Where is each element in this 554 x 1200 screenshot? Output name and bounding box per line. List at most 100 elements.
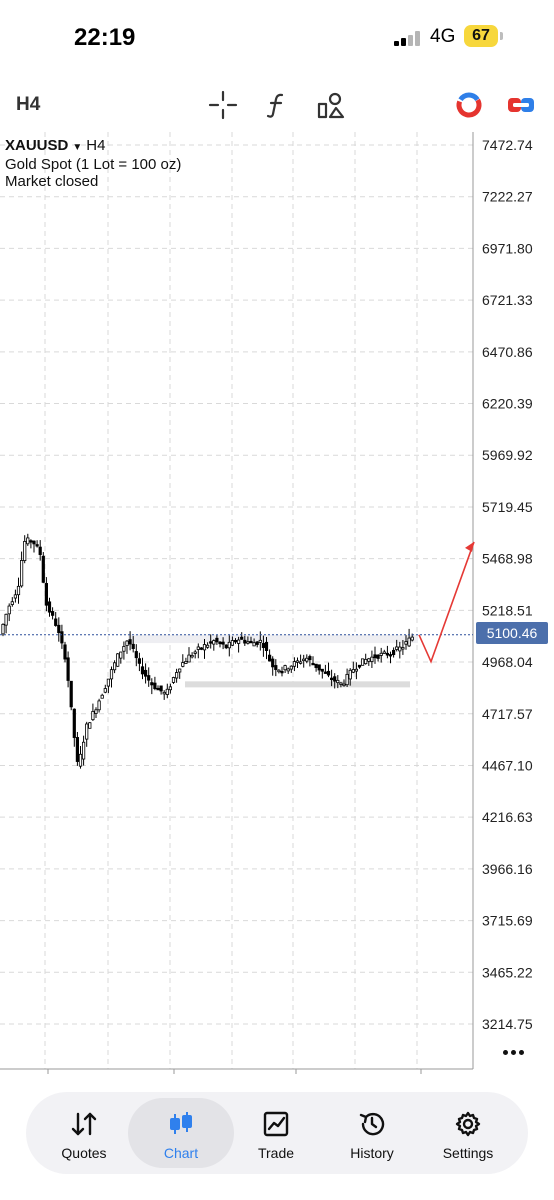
- symbol-dropdown-icon[interactable]: ▼: [72, 142, 83, 153]
- current-price-badge: 5100.46: [476, 622, 548, 644]
- one-click-trading-icon[interactable]: [506, 90, 536, 120]
- candle-body: [271, 658, 275, 668]
- candle-body: [329, 677, 334, 681]
- candle-body: [181, 662, 185, 667]
- timeframe-button[interactable]: H4: [16, 94, 41, 115]
- tab-trade-label: Trade: [257, 1145, 295, 1161]
- candle-body: [187, 654, 191, 663]
- candle-body: [4, 613, 8, 626]
- symbol-timeframe: H4: [86, 137, 106, 154]
- drawing-tools-icon[interactable]: [316, 90, 346, 120]
- candle-body: [373, 654, 377, 659]
- candle-body: [342, 683, 346, 687]
- tab-chart[interactable]: Chart: [128, 1098, 234, 1168]
- price-axis-label: 6220.39: [482, 396, 533, 412]
- candle-body: [162, 691, 166, 695]
- candle-body: [367, 658, 371, 662]
- candle-body: [227, 641, 231, 649]
- price-chart[interactable]: 7472.74 7222.27 6971.80 6721.33 6470.86 6220.…: [0, 132, 554, 1077]
- crosshair-icon[interactable]: [208, 90, 238, 120]
- candle-body: [85, 723, 89, 740]
- projection-arrowhead: [465, 541, 474, 552]
- tab-quotes[interactable]: Quotes: [34, 1098, 134, 1168]
- candle-body: [320, 668, 324, 672]
- candle-body: [137, 658, 141, 664]
- tab-settings[interactable]: Settings: [418, 1098, 518, 1168]
- candle-body: [221, 641, 225, 645]
- candle-body: [376, 654, 380, 659]
- candle-body: [357, 664, 362, 668]
- candle-body: [246, 641, 250, 644]
- candle-body: [97, 700, 101, 711]
- candle-body: [199, 647, 203, 650]
- candle-body: [295, 660, 300, 663]
- candle-body: [29, 540, 33, 543]
- tab-trade[interactable]: Trade: [226, 1098, 326, 1168]
- candle-body: [38, 546, 42, 555]
- candle-body: [122, 646, 126, 652]
- tab-chart-label: Chart: [163, 1145, 199, 1161]
- chart-sync-icon[interactable]: [454, 90, 484, 120]
- candle-body: [156, 687, 160, 691]
- price-axis-label: 3966.16: [482, 861, 533, 877]
- candle-body: [178, 668, 182, 673]
- candle-body: [286, 668, 290, 672]
- resistance-zone: [128, 634, 418, 644]
- candle-body: [103, 688, 107, 693]
- candle-body: [326, 670, 331, 676]
- candle-body: [348, 669, 352, 680]
- price-axis-label: 4467.10: [482, 757, 533, 773]
- candle-body: [243, 639, 247, 644]
- price-axis-label: 4717.57: [482, 706, 533, 722]
- candlestick-chart[interactable]: 7472.74 7222.27 6971.80 6721.33 6470.86 6220.…: [0, 132, 554, 1077]
- candle-body: [32, 540, 36, 545]
- candle-body: [302, 658, 306, 662]
- symbol-name[interactable]: XAUUSD: [5, 137, 69, 154]
- candle-body: [113, 662, 117, 671]
- candle-body: [202, 644, 207, 651]
- candle-body: [153, 682, 157, 690]
- candle-body: [1, 623, 5, 635]
- chart-toolbar: H4: [0, 80, 554, 128]
- candle-body: [88, 722, 92, 729]
- candle-body: [165, 688, 169, 695]
- status-time: 22:19: [74, 24, 136, 51]
- tab-history-label: History: [350, 1145, 394, 1161]
- candle-body: [91, 711, 95, 721]
- candle-body: [314, 663, 318, 668]
- candle-body: [364, 658, 368, 665]
- gear-icon: [454, 1110, 482, 1138]
- candle-body: [10, 601, 14, 605]
- time-axis-label: 20 Feb 20:00: [423, 1076, 506, 1077]
- candle-body: [404, 641, 408, 645]
- candle-body: [277, 669, 281, 673]
- candle-body: [215, 637, 219, 643]
- candle-body: [336, 679, 340, 684]
- signal-icon: [394, 30, 422, 46]
- candle-body: [51, 611, 55, 616]
- candle-body: [23, 541, 27, 561]
- candle-body: [54, 618, 58, 626]
- candle-body: [218, 641, 222, 645]
- price-axis-label: 6470.86: [482, 344, 533, 360]
- price-axis-label: 7472.74: [482, 137, 533, 153]
- network-label: 4G: [430, 26, 456, 47]
- function-icon[interactable]: [262, 90, 292, 120]
- candle-body: [370, 656, 374, 662]
- candle-body: [209, 641, 213, 644]
- candle-body: [19, 560, 24, 587]
- symbol-info: XAUUSD ▼ H4 Gold Spot (1 Lot = 100 oz) Mar…: [5, 137, 181, 190]
- candle-body: [410, 636, 414, 641]
- tab-history[interactable]: History: [322, 1098, 422, 1168]
- price-axis-label: 5468.98: [482, 551, 533, 567]
- candle-body: [261, 643, 266, 648]
- candle-body: [140, 666, 145, 675]
- candle-body: [196, 646, 200, 650]
- candle-body: [379, 652, 383, 656]
- price-axis-label: 3214.75: [482, 1016, 533, 1032]
- candle-body: [193, 651, 197, 654]
- price-axis-label: 6721.33: [482, 292, 533, 308]
- candle-body: [305, 657, 309, 662]
- status-bar: 22:19 4G 67: [0, 0, 554, 78]
- candle-body: [147, 675, 151, 681]
